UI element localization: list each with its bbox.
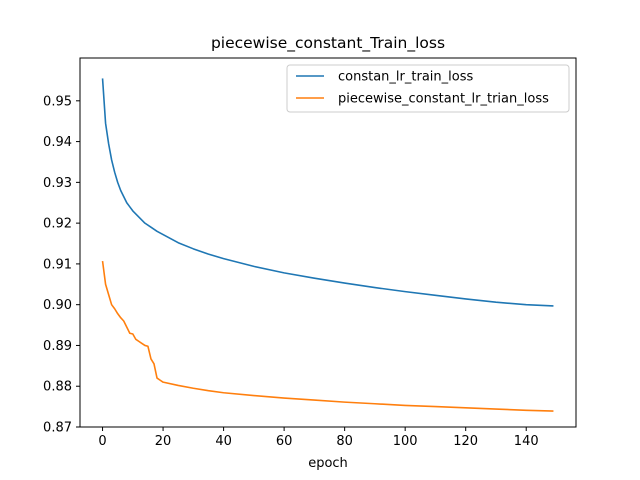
legend-label-1: constan_lr_train_loss <box>338 70 473 85</box>
series-line-1 <box>101 78 554 307</box>
legend-label-2: piecewise_constant_lr_trian_loss <box>338 92 549 107</box>
y-tick-label: 0.95 <box>43 94 72 109</box>
series-group <box>101 78 554 412</box>
y-tick-label: 0.92 <box>43 217 72 232</box>
x-tick-label: 0 <box>98 434 106 449</box>
y-tick-label: 0.94 <box>43 135 72 150</box>
x-tick-label: 40 <box>215 434 232 449</box>
legend: constan_lr_train_loss piecewise_constant_… <box>286 64 570 113</box>
plot-frame <box>79 57 577 428</box>
x-tick-label: 120 <box>453 434 478 449</box>
y-tick-label: 0.93 <box>43 176 72 191</box>
x-tick-label: 140 <box>514 434 539 449</box>
x-tick-label: 60 <box>276 434 293 449</box>
chart-title: piecewise_constant_Train_loss <box>211 34 445 53</box>
x-tick-label: 20 <box>155 434 172 449</box>
series-line-2 <box>101 260 554 412</box>
y-tick-label: 0.87 <box>43 421 72 436</box>
y-tick-label: 0.91 <box>43 257 72 272</box>
y-tick-label: 0.89 <box>43 339 72 354</box>
x-axis: 0 20 40 60 80 100 120 140 <box>98 427 539 449</box>
y-tick-label: 0.88 <box>43 380 72 395</box>
y-axis: 0.87 0.88 0.89 0.90 0.91 0.92 0.93 0.94 0.95 <box>43 94 80 436</box>
x-axis-label: epoch <box>308 456 348 471</box>
x-tick-label: 100 <box>393 434 418 449</box>
legend-box <box>286 64 570 113</box>
y-tick-label: 0.90 <box>43 298 72 313</box>
x-tick-label: 80 <box>336 434 353 449</box>
